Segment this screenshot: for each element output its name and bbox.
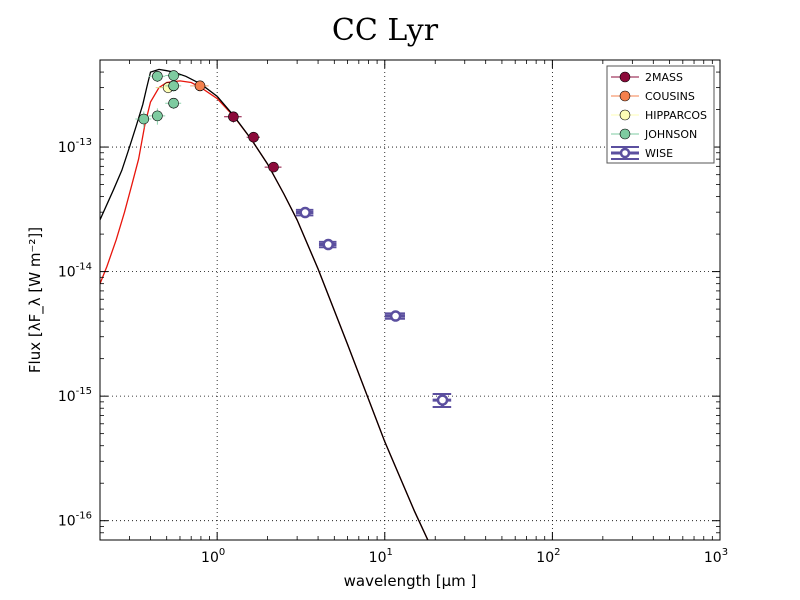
model-red-line [100,80,429,540]
model-curves [100,68,429,540]
data-points [135,70,452,408]
2mass-point-2 [264,161,282,173]
legend-entry-johnson: JOHNSON [611,128,697,141]
2mass-point-0 [224,111,242,123]
2mass-marker-2 [268,161,279,173]
johnson-marker-1 [152,70,163,82]
legend-marker-2mass [619,71,631,83]
model-black-line [100,68,429,540]
2mass-point-1 [246,131,260,143]
legend-marker-cousins [619,90,631,102]
wise-marker-0 [299,206,311,219]
wise-point-3 [432,392,452,408]
legend-entry-2mass: 2MASS [611,71,683,84]
legend-label-2mass: 2MASS [645,71,683,84]
x-axis-label: wavelength [μm ] [344,572,477,590]
wise-point-2 [384,310,405,322]
y-tick-label-1: 10-15 [58,386,92,405]
legend: 2MASS COUSINS HIPPARCOS JOHNSON WISE [606,65,715,164]
legend-label-wise: WISE [645,147,673,160]
plot-frame [99,59,721,541]
johnson-point-3 [165,70,182,82]
johnson-point-4 [165,80,182,92]
legend-marker-hipparcos [619,109,631,121]
legend-marker-wise [619,147,631,159]
johnson-point-1 [148,70,166,82]
wise-marker-2 [389,310,402,322]
johnson-marker-5 [168,97,179,109]
legend-label-cousins: COUSINS [645,90,695,103]
x-tick-label-2: 102 [536,547,560,566]
y-axis-label: Flux [λF_λ [W m⁻²]] [26,227,45,373]
cousins-marker-0 [194,80,206,92]
legend-entry-cousins: COUSINS [611,90,695,103]
johnson-marker-2 [152,110,163,122]
wise-point-1 [318,238,337,251]
johnson-marker-0 [138,113,150,125]
2mass-marker-0 [228,111,239,123]
johnson-point-2 [148,108,166,125]
axis-ticks: 100 101 102 103 10-16 10-15 10-14 10-13 [58,60,728,566]
wise-point-0 [295,206,314,219]
x-tick-label-1: 101 [369,547,393,566]
chart-title: CC Lyr [332,13,439,48]
legend-entry-hipparcos: HIPPARCOS [611,109,707,122]
wise-marker-3 [436,394,449,406]
johnson-point-0 [135,111,152,128]
x-tick-label-0: 100 [201,547,225,566]
johnson-marker-4 [168,80,179,92]
cousins-point-0 [190,80,209,92]
x-tick-label-3: 103 [704,547,728,566]
2mass-marker-1 [248,131,259,143]
johnson-point-5 [165,97,182,109]
y-tick-label-3: 10-13 [58,137,92,156]
johnson-marker-3 [168,70,179,81]
y-tick-label-2: 10-14 [58,262,92,281]
y-tick-label-0: 10-16 [58,511,92,530]
legend-entry-wise: WISE [611,146,673,160]
legend-label-johnson: JOHNSON [644,128,697,141]
wise-marker-1 [322,238,334,251]
legend-label-hipparcos: HIPPARCOS [645,109,707,122]
legend-marker-johnson [619,128,631,140]
